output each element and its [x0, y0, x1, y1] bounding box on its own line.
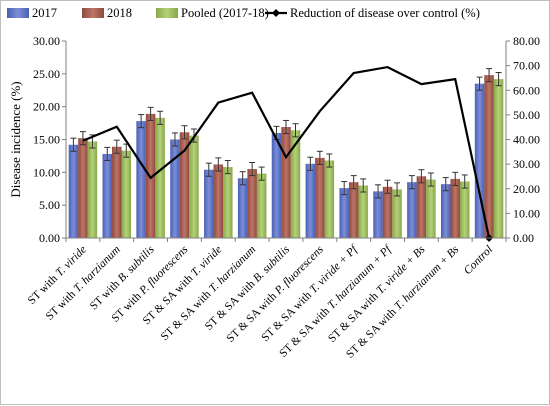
bar-2018	[348, 182, 359, 238]
legend-swatch	[7, 8, 29, 18]
bar-pooled-2017-18	[189, 135, 199, 238]
right-tick-label: 60.00	[513, 83, 540, 97]
bar-2018	[78, 138, 88, 238]
bar-2018	[382, 186, 393, 238]
right-tick-label: 30.00	[513, 157, 540, 171]
legend: 2017 2018 Pooled (2017-18) Reduction of dis…	[7, 6, 480, 20]
bar-2018	[112, 146, 122, 238]
legend-label: 2017	[32, 6, 57, 20]
bar-pooled-2017-18	[155, 117, 165, 238]
bar-2017	[136, 121, 146, 238]
left-tick-label: 30.00	[33, 34, 60, 48]
bar-2018	[179, 132, 190, 238]
category-label: ST with T. viride	[26, 244, 89, 307]
bar-pooled-2017-18	[256, 173, 267, 238]
bar-2017	[373, 191, 383, 238]
bar-pooled-2017-18	[426, 179, 436, 238]
bar-2017	[68, 144, 79, 238]
bar-pooled-2017-18	[324, 160, 335, 238]
bar-2018	[416, 176, 427, 238]
bar-pooled-2017-18	[358, 185, 368, 238]
bar-2018	[450, 178, 460, 238]
bar-2018	[281, 127, 291, 238]
bar-2017	[237, 178, 248, 238]
legend-swatch	[156, 8, 178, 18]
legend-label: Pooled (2017-18)	[181, 6, 269, 20]
bar-2017	[305, 163, 316, 238]
right-tick-label: 80.00	[513, 34, 540, 48]
bar-2017	[271, 132, 282, 238]
right-tick-label: 10.00	[513, 206, 540, 220]
bar-2018	[315, 157, 325, 238]
right-tick-label: 20.00	[513, 182, 540, 196]
bar-2017	[170, 139, 180, 238]
bar-pooled-2017-18	[223, 167, 233, 238]
bar-2017	[440, 184, 451, 238]
legend-marker	[272, 9, 280, 17]
legend-label: 2018	[107, 6, 132, 20]
left-tick-label: 0.00	[39, 231, 60, 245]
legend-label: Reduction of disease over control (%)	[290, 6, 480, 20]
left-tick-label: 25.00	[33, 67, 60, 81]
bar-pooled-2017-18	[121, 150, 132, 238]
left-y-axis: 0.00 5.00 10.00 15.00 20.00 25.00 30.00 Disease…	[8, 34, 67, 245]
bar-pooled-2017-18	[87, 141, 98, 238]
bar-2017	[407, 182, 417, 238]
reduction-line	[82, 65, 491, 239]
bar-2017	[339, 188, 349, 238]
bar-pooled-2017-18	[493, 79, 504, 238]
left-tick-label: 20.00	[33, 100, 60, 114]
category-label: Control	[462, 244, 495, 277]
bar-2018	[213, 164, 224, 238]
left-axis-title: Disease incidence (%)	[8, 81, 23, 197]
left-tick-label: 5.00	[39, 198, 60, 212]
left-tick-label: 15.00	[33, 133, 60, 147]
bar-2017	[204, 169, 214, 238]
bar-2018	[484, 75, 494, 238]
right-tick-label: 50.00	[513, 108, 540, 122]
right-tick-label: 70.00	[513, 59, 540, 73]
bar-series-group	[68, 68, 504, 238]
bar-pooled-2017-18	[290, 130, 301, 238]
left-tick-label: 10.00	[33, 165, 60, 179]
bar-pooled-2017-18	[392, 189, 402, 238]
bar-2017	[102, 153, 113, 238]
right-tick-label: 0.00	[513, 231, 534, 245]
legend-swatch	[82, 8, 104, 18]
right-y-axis: 0.00 10.00 20.00 30.00 40.00 50.00 60.00 70.00 8…	[505, 34, 540, 245]
bar-pooled-2017-18	[459, 181, 470, 238]
bar-2018	[247, 169, 257, 238]
bar-2017	[474, 83, 485, 238]
right-tick-label: 40.00	[513, 133, 540, 147]
